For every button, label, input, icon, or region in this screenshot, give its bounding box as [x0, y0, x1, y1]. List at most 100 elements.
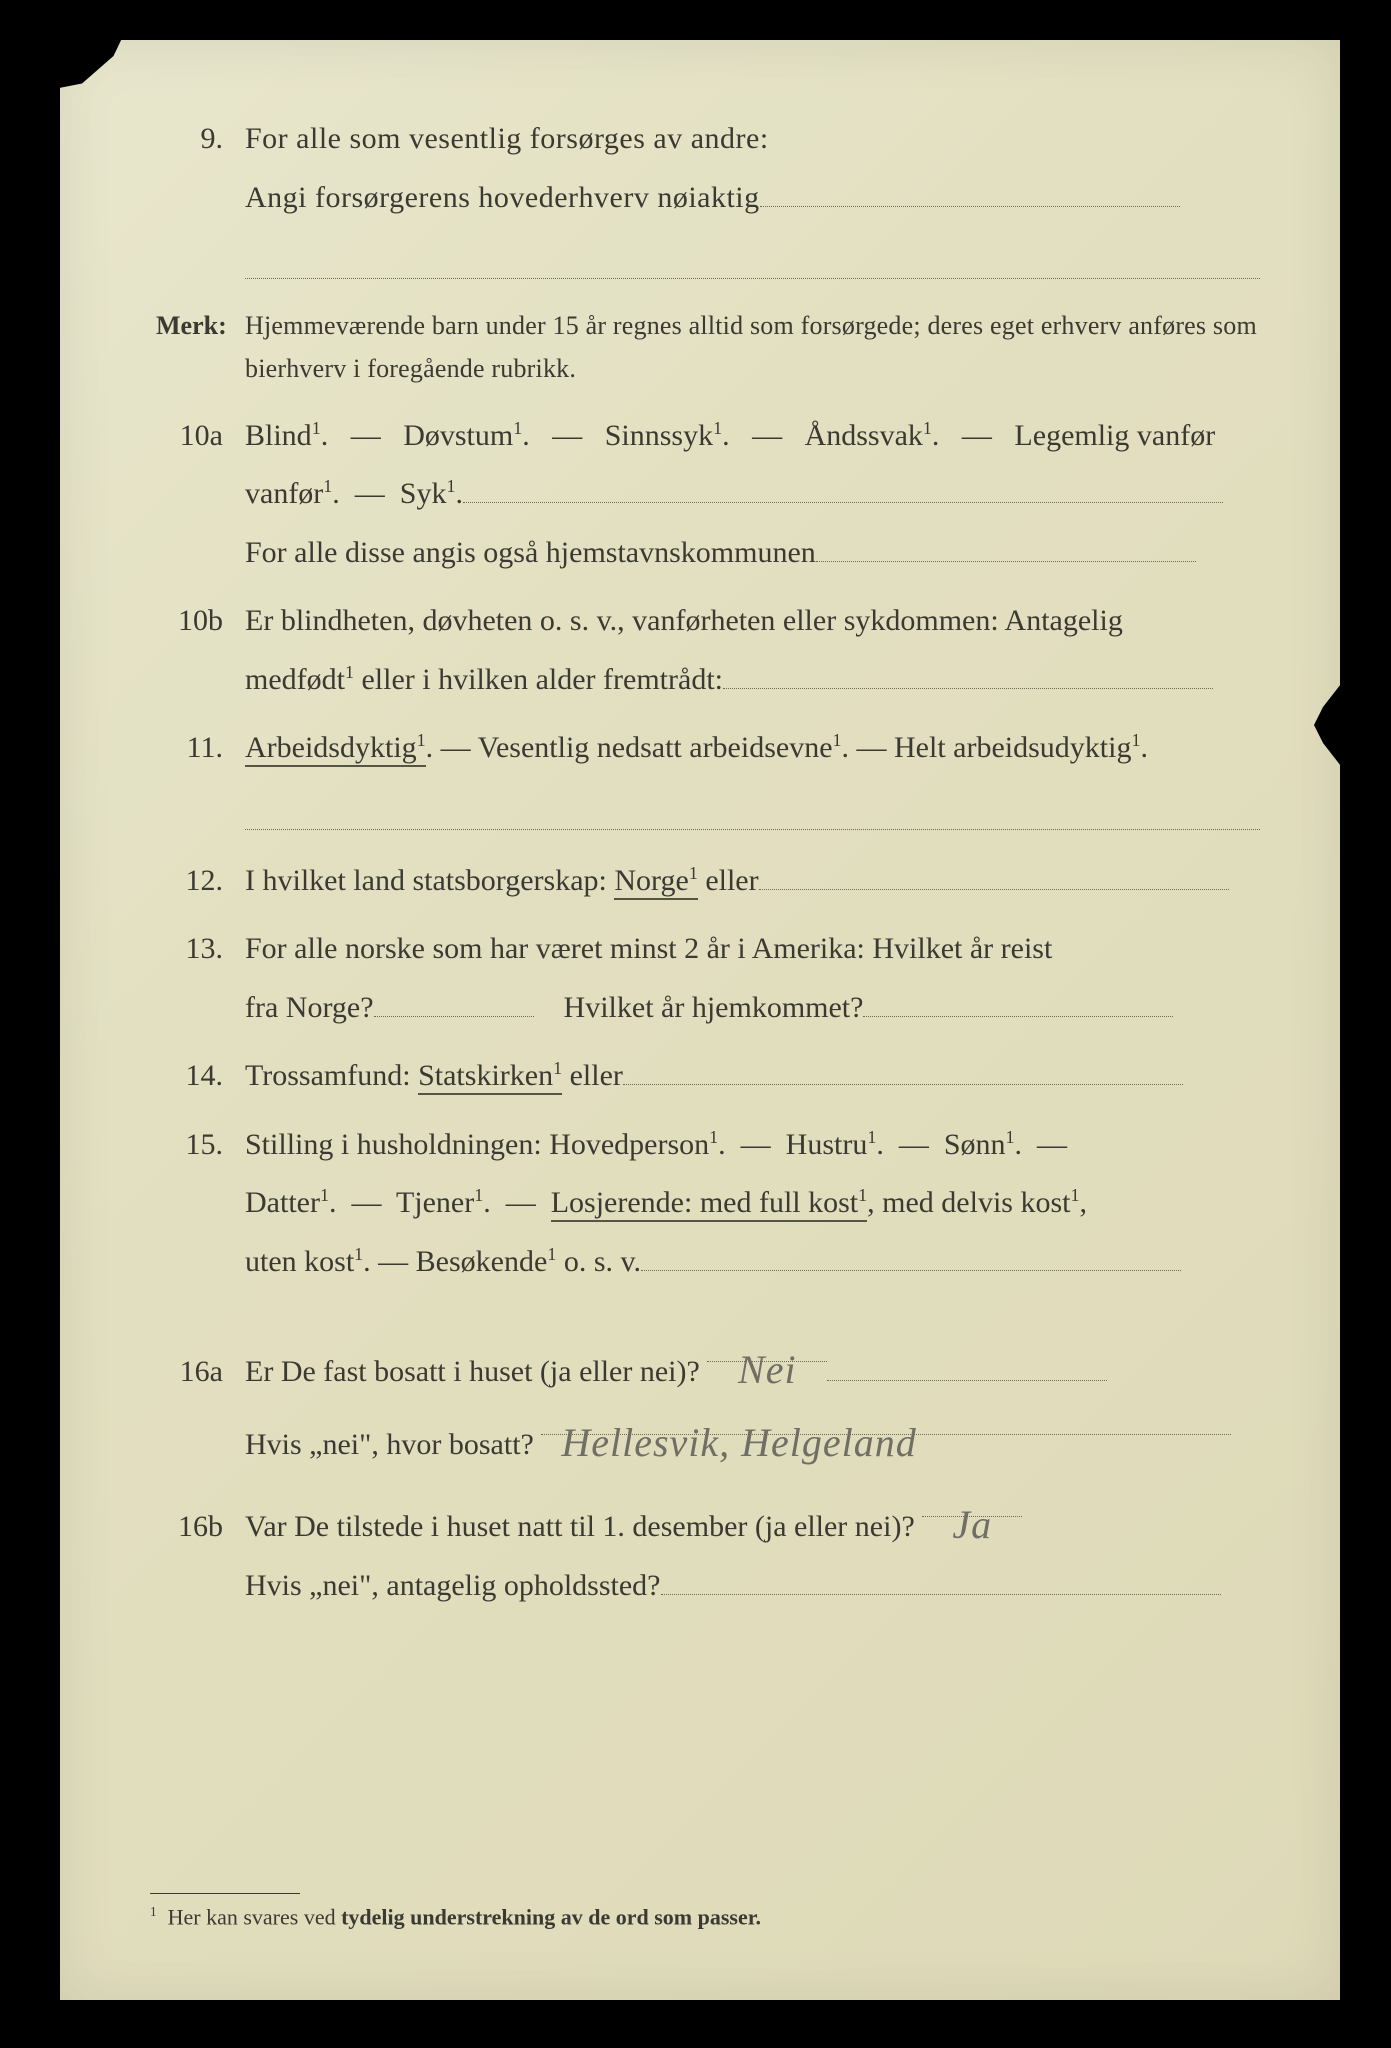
q10b-post: eller i hvilken alder fremtrådt: — [354, 663, 723, 696]
question-10a: 10a Blind1. — Døvstum1. — Sinnssyk1. — Å… — [150, 407, 1260, 583]
q11-opt3: Helt arbeidsudyktig1 — [894, 731, 1140, 764]
q10b-line1: Er blindheten, døvheten o. s. v., vanfør… — [245, 604, 1123, 637]
q16a-ans2-field[interactable]: Hellesvik, Helgeland — [541, 1402, 1231, 1435]
q11-opt2: Vesentlig nedsatt arbeidsevne1 — [478, 731, 842, 764]
q15-pre: Stilling i husholdningen: — [245, 1128, 549, 1161]
q13-number: 13. — [150, 920, 245, 979]
footnote-a: Her kan svares ved — [168, 1904, 342, 1929]
question-15: 15. Stilling i husholdningen: Hovedperso… — [150, 1116, 1260, 1292]
footnote-rule — [150, 1893, 300, 1894]
q16b-ans1-hand: Ja — [952, 1502, 992, 1547]
question-9: 9. For alle som vesentlig forsørges av a… — [150, 110, 1260, 291]
q13-line1: For alle norske som har været minst 2 år… — [245, 932, 1052, 965]
q14-body: Trossamfund: Statskirken1 eller — [245, 1047, 1260, 1106]
q12-norge-underlined: Norge1 — [614, 864, 697, 900]
q16a-ans1-hand: Nei — [738, 1347, 797, 1392]
q10a-opt-syk: Syk1. — [400, 477, 463, 510]
question-13: 13. For alle norske som har været minst … — [150, 920, 1260, 1037]
q11-number: 11. — [150, 719, 245, 778]
q10a-blank1[interactable] — [463, 470, 1223, 503]
q10a-opt-blind: Blind1. — [245, 419, 328, 452]
q15-sonn: Sønn1. — [944, 1128, 1022, 1161]
q16a-blank1b[interactable] — [827, 1348, 1107, 1381]
q15-osv: o. s. v. — [556, 1245, 641, 1278]
q16a-ans2-hand: Hellesvik, Helgeland — [561, 1420, 916, 1465]
q15-besokende: . — Besøkende1 — [363, 1245, 556, 1278]
q15-body: Stilling i husholdningen: Hovedperson1. … — [245, 1116, 1260, 1292]
q10a-blank2[interactable] — [816, 529, 1196, 562]
q11-body: Arbeidsdyktig1. — Vesentlig nedsatt arbe… — [245, 719, 1260, 842]
q9-blank[interactable] — [760, 174, 1180, 207]
q15-tjener: Tjener1. — [396, 1186, 491, 1219]
q12-blank[interactable] — [759, 857, 1229, 890]
q12-pre: I hvilket land statsborgerskap: — [245, 864, 614, 897]
footnote-sup: 1 — [150, 1904, 157, 1919]
q14-statskirken-underlined: Statskirken1 — [418, 1059, 562, 1095]
q13-fra: fra Norge? — [245, 991, 374, 1024]
q9-blank-line[interactable] — [245, 249, 1260, 279]
scan-frame: 9. For alle som vesentlig forsørges av a… — [0, 0, 1391, 2048]
question-11: 11. Arbeidsdyktig1. — Vesentlig nedsatt … — [150, 719, 1260, 842]
q16a-number: 16a — [150, 1343, 245, 1402]
q16a-q1: Er De fast bosatt i huset (ja eller nei)… — [245, 1355, 700, 1388]
footnote-b: tydelig understrekning av de ord som pas… — [341, 1904, 761, 1929]
q16b-q1: Var De tilstede i huset natt til 1. dese… — [245, 1510, 915, 1543]
question-14: 14. Trossamfund: Statskirken1 eller — [150, 1047, 1260, 1106]
merk-label: Merk: — [150, 301, 245, 352]
question-10b: 10b Er blindheten, døvheten o. s. v., va… — [150, 592, 1260, 709]
merk-text: Hjemmeværende barn under 15 år regnes al… — [245, 305, 1260, 391]
q15-delvis: , med delvis kost1, — [867, 1186, 1087, 1219]
q15-hovedperson: Hovedperson1. — [549, 1128, 725, 1161]
q13-body: For alle norske som har været minst 2 år… — [245, 920, 1260, 1037]
q10a-opt-vanfor-cont: vanfør1. — [245, 477, 340, 510]
q16a-ans1-field[interactable]: Nei — [707, 1329, 827, 1362]
q10a-opt-dovstum: Døvstum1. — [403, 419, 530, 452]
q12-body: I hvilket land statsborgerskap: Norge1 e… — [245, 852, 1260, 911]
q9-line1: For alle som vesentlig forsørges av andr… — [245, 122, 769, 155]
q13-blank1[interactable] — [374, 984, 534, 1017]
q10a-opt-legemlig: Legemlig vanfør — [1014, 419, 1215, 452]
q10a-opt-andssvak: Åndssvak1. — [805, 419, 940, 452]
q9-body: For alle som vesentlig forsørges av andr… — [245, 110, 1260, 291]
q15-datter: Datter1. — [245, 1186, 336, 1219]
q16b-ans1-field[interactable]: Ja — [922, 1484, 1022, 1517]
q9-line2: Angi forsørgerens hovederhverv nøiaktig — [245, 181, 760, 214]
question-16a: 16a Er De fast bosatt i huset (ja eller … — [150, 1329, 1260, 1474]
q16b-blank[interactable] — [661, 1562, 1221, 1595]
q14-pre: Trossamfund: — [245, 1059, 418, 1092]
q14-blank[interactable] — [623, 1052, 1183, 1085]
q13-blank2[interactable] — [863, 984, 1173, 1017]
q15-blank[interactable] — [641, 1238, 1181, 1271]
q10b-body: Er blindheten, døvheten o. s. v., vanfør… — [245, 592, 1260, 709]
q10a-number: 10a — [150, 407, 245, 466]
q11-blank-line[interactable] — [245, 800, 1260, 830]
q14-number: 14. — [150, 1047, 245, 1106]
q16a-body: Er De fast bosatt i huset (ja eller nei)… — [245, 1329, 1260, 1474]
q14-post: eller — [562, 1059, 623, 1092]
paper-sheet: 9. For alle som vesentlig forsørges av a… — [60, 40, 1340, 2000]
question-16b: 16b Var De tilstede i huset natt til 1. … — [150, 1484, 1260, 1615]
question-12: 12. I hvilket land statsborgerskap: Norg… — [150, 852, 1260, 911]
q16a-q2: Hvis „nei", hvor bosatt? — [245, 1428, 534, 1461]
q16b-body: Var De tilstede i huset natt til 1. dese… — [245, 1484, 1260, 1615]
q13-hjem: Hvilket år hjemkommet? — [564, 991, 864, 1024]
q10a-tail: For alle disse angis også hjemstavnskomm… — [245, 536, 816, 569]
footnote-block: 1 Her kan svares ved tydelig understrekn… — [150, 1853, 1260, 1930]
q15-hustru: Hustru1. — [786, 1128, 884, 1161]
q9-number: 9. — [150, 110, 245, 169]
q12-number: 12. — [150, 852, 245, 911]
q10b-number: 10b — [150, 592, 245, 651]
q15-number: 15. — [150, 1116, 245, 1175]
q12-post: eller — [698, 864, 759, 897]
footnote-text: 1 Her kan svares ved tydelig understrekn… — [150, 1904, 1260, 1930]
merk-note: Merk: Hjemmeværende barn under 15 år reg… — [150, 301, 1260, 391]
q11-opt1-underlined: Arbeidsdyktig1 — [245, 731, 426, 767]
q16b-number: 16b — [150, 1498, 245, 1557]
q15-losjerende-underlined: Losjerende: med full kost1 — [551, 1186, 867, 1222]
q10a-opt-sinnssyk: Sinnssyk1. — [605, 419, 730, 452]
q16b-q2: Hvis „nei", antagelig opholdssted? — [245, 1569, 661, 1602]
q15-uten: uten kost1 — [245, 1245, 363, 1278]
q10a-body: Blind1. — Døvstum1. — Sinnssyk1. — Åndss… — [245, 407, 1260, 583]
q10b-blank[interactable] — [723, 656, 1213, 689]
q10b-medfodt: medfødt1 — [245, 663, 354, 696]
